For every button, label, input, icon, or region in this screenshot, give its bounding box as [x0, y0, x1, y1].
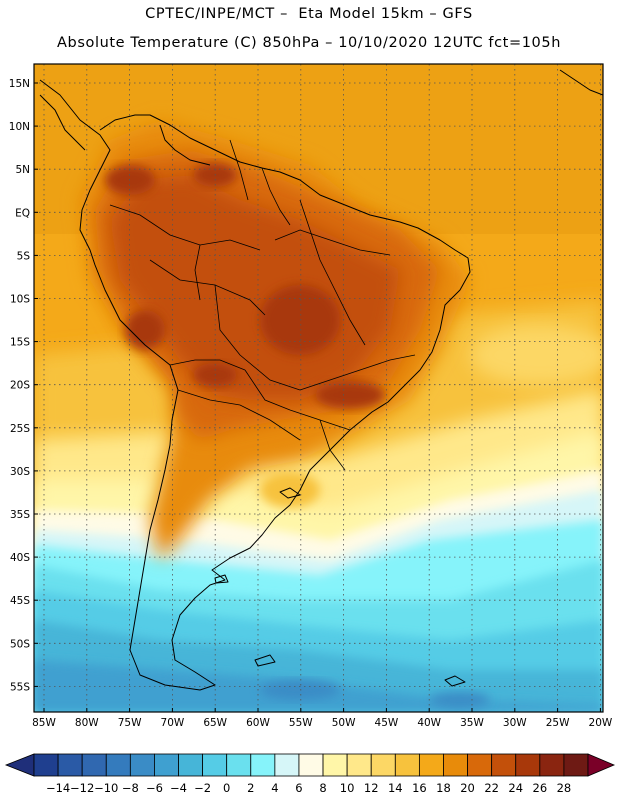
colorbar-swatch	[250, 753, 276, 777]
colorbar-label: −14	[46, 781, 70, 795]
lat-tick-label: 5S	[17, 250, 31, 262]
lat-tick-label: 45S	[10, 595, 30, 607]
lon-tick-label: 85W	[32, 717, 56, 729]
lon-tick-label: 55W	[289, 717, 313, 729]
colorbar-swatch	[57, 753, 83, 777]
colorbar-swatch	[154, 753, 179, 777]
colorbar-label: −8	[122, 781, 139, 795]
colorbar-swatch	[443, 753, 468, 777]
colorbar-label: 14	[388, 781, 403, 795]
lat-tick-label: 35S	[10, 509, 30, 521]
colorbar-label: 20	[460, 781, 475, 795]
lon-tick-label: 45W	[375, 717, 399, 729]
lon-tick-label: 30W	[503, 717, 527, 729]
lat-tick-label: 40S	[10, 552, 30, 564]
coastlines	[39, 69, 603, 691]
colorbar-label: 8	[319, 781, 326, 795]
lon-tick-label: 40W	[417, 717, 441, 729]
lon-tick-label: 25W	[546, 717, 570, 729]
colorbar-label: 4	[271, 781, 278, 795]
colorbar-label: −4	[170, 781, 187, 795]
colorbar-label: −2	[194, 781, 211, 795]
colorbar-swatch	[322, 753, 348, 777]
colorbar-swatch	[33, 753, 59, 777]
lat-tick-label: 55S	[10, 681, 30, 693]
lon-tick-label: 50W	[332, 717, 356, 729]
lat-tick-label: EQ	[15, 207, 30, 219]
lat-tick-label: 15S	[10, 337, 30, 349]
colorbar-label: 10	[340, 781, 355, 795]
colorbar-swatch	[539, 753, 565, 777]
colorbar-label: −10	[94, 781, 118, 795]
lon-tick-label: 60W	[246, 717, 270, 729]
colorbar-swatch	[346, 753, 372, 777]
lon-tick-label: 35W	[460, 717, 484, 729]
lat-tick-label: 25S	[10, 423, 30, 435]
colorbar-swatch	[563, 753, 589, 777]
lon-tick-label: 65W	[203, 717, 227, 729]
lon-tick-label: 70W	[161, 717, 185, 729]
colorbar-label: 22	[484, 781, 499, 795]
colorbar-label: 16	[412, 781, 427, 795]
lat-tick-label: 10S	[10, 294, 30, 306]
colorbar-label: 6	[295, 781, 302, 795]
colorbar-swatch	[467, 753, 493, 777]
colorbar-swatch	[394, 753, 420, 777]
colorbar: −14 −12 −10 −8 −6 −4 −2 0 2 4 6 8 10 12 14 16 18 20 22 24 26…	[4, 753, 616, 795]
graticule	[34, 64, 603, 712]
lon-tick-label: 80W	[75, 717, 99, 729]
colorbar-swatch	[81, 753, 107, 777]
colorbar-swatch	[298, 753, 324, 777]
temperature-field	[34, 64, 603, 712]
colorbar-swatch	[418, 753, 444, 777]
latitude-axis: 15N 10N 5N EQ 5S 10S 15S 20S 25S 30S 35S 40S 45S 50S 5…	[9, 78, 38, 693]
map-frame	[33, 63, 604, 713]
colorbar-label: −6	[146, 781, 163, 795]
colorbar-swatch	[105, 753, 131, 777]
colorbar-label: 0	[223, 781, 230, 795]
country-borders	[109, 139, 416, 471]
lat-tick-label: 20S	[10, 380, 30, 392]
lat-tick-label: 15N	[9, 78, 30, 90]
colorbar-swatch	[226, 753, 252, 777]
colorbar-label: 26	[533, 781, 548, 795]
colorbar-low-arrow	[4, 753, 35, 777]
longitude-axis: 85W 80W 75W 70W 65W 60W 55W 50W 45W 40W 35W 30W 25W 2…	[32, 708, 613, 729]
colorbar-label: −12	[70, 781, 94, 795]
colorbar-swatch	[491, 753, 517, 777]
colorbar-swatch	[178, 753, 204, 777]
colorbar-label: 18	[436, 781, 451, 795]
colorbar-swatch	[202, 753, 228, 777]
lon-tick-label: 75W	[118, 717, 142, 729]
lon-tick-label: 20W	[589, 717, 613, 729]
lat-tick-label: 10N	[9, 121, 30, 133]
colorbar-label: 2	[247, 781, 254, 795]
colorbar-swatch	[129, 753, 155, 777]
lat-tick-label: 30S	[10, 466, 30, 478]
map-title-line2: Absolute Temperature (C) 850hPa – 10/10/…	[57, 35, 561, 51]
colorbar-swatch	[515, 753, 541, 777]
colorbar-label: 24	[508, 781, 523, 795]
colorbar-swatch	[274, 753, 300, 777]
colorbar-label: 12	[364, 781, 379, 795]
map-title-line1: CPTEC/INPE/MCT – Eta Model 15km – GFS	[145, 6, 473, 22]
colorbar-label: 28	[557, 781, 572, 795]
colorbar-high-arrow	[587, 753, 616, 777]
lat-tick-label: 50S	[10, 638, 30, 650]
lat-tick-label: 5N	[15, 164, 30, 176]
colorbar-swatch	[370, 753, 396, 777]
